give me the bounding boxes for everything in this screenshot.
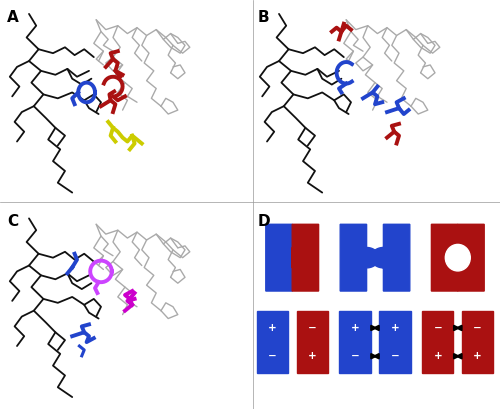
- Text: +: +: [350, 323, 360, 333]
- Text: −: −: [434, 323, 442, 333]
- Polygon shape: [458, 224, 484, 291]
- Bar: [340, 311, 370, 373]
- Text: −: −: [268, 351, 276, 361]
- Text: −: −: [474, 323, 482, 333]
- Polygon shape: [292, 224, 318, 291]
- Text: +: +: [268, 323, 276, 333]
- Text: A: A: [8, 10, 19, 25]
- Text: +: +: [434, 351, 442, 361]
- Text: C: C: [8, 214, 18, 229]
- Polygon shape: [266, 224, 304, 291]
- Polygon shape: [371, 224, 410, 291]
- Text: +: +: [390, 323, 400, 333]
- Bar: [256, 311, 288, 373]
- Bar: [380, 311, 410, 373]
- Text: +: +: [308, 351, 316, 361]
- Polygon shape: [432, 224, 470, 291]
- Text: B: B: [258, 10, 269, 25]
- Polygon shape: [340, 224, 379, 291]
- Text: −: −: [350, 351, 360, 361]
- Text: D: D: [258, 214, 270, 229]
- Bar: [422, 311, 454, 373]
- Bar: [296, 311, 328, 373]
- Text: +: +: [474, 351, 482, 361]
- Text: −: −: [308, 323, 316, 333]
- Ellipse shape: [446, 245, 470, 271]
- Text: −: −: [390, 351, 400, 361]
- Bar: [462, 311, 494, 373]
